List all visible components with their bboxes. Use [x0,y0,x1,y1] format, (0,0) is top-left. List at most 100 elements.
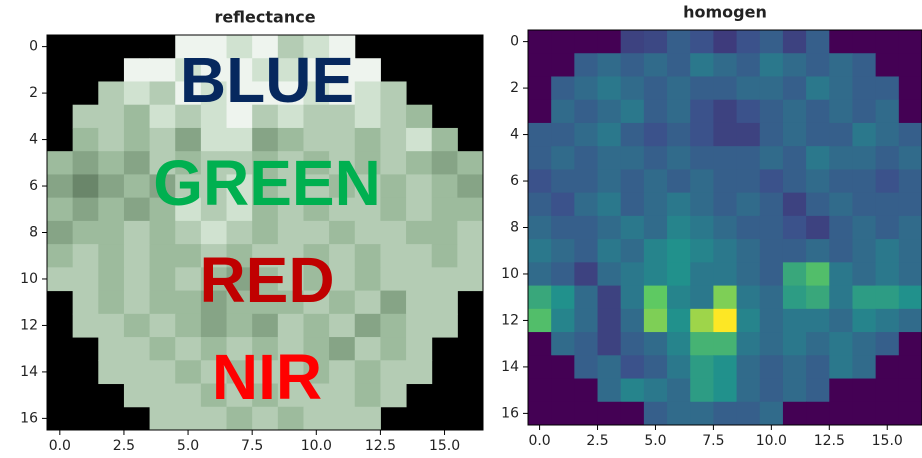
heatmap-cell [760,379,784,403]
pixel [406,244,432,268]
heatmap-cell [713,123,737,147]
heatmap-cell [667,355,691,379]
pixel [432,151,458,175]
pixel [73,174,99,198]
pixel [150,58,176,82]
heatmap-cell [737,193,761,217]
heatmap-cell [690,169,714,193]
pixel [355,81,381,105]
x-tick-label: 10.0 [301,438,332,454]
heatmap-cell [737,53,761,77]
heatmap-cell [667,30,691,54]
heatmap-cell [783,332,807,356]
heatmap-cell [528,169,552,193]
pixel [432,244,458,268]
heatmap-cell [528,262,552,286]
heatmap-cell [574,332,598,356]
heatmap-cell [876,193,900,217]
heatmap-cell [528,216,552,240]
heatmap-cell [644,402,668,426]
y-tick-label: 6 [29,178,38,194]
x-tick-label: 7.5 [241,438,263,454]
pixel [73,291,99,315]
heatmap-cell [574,262,598,286]
heatmap-cell [574,216,598,240]
pixel [355,360,381,384]
heatmap-cell [829,146,853,170]
pixel [457,244,483,268]
heatmap-cell [899,309,922,333]
heatmap-cell [690,76,714,100]
heatmap-cell [644,355,668,379]
heatmap-cell [760,169,784,193]
heatmap-cell [644,216,668,240]
y-tick-label: 2 [29,85,38,101]
pixel [150,407,176,431]
pixel [98,174,124,198]
heatmap-cell [876,286,900,310]
pixel [175,267,201,291]
heatmap-cell [760,100,784,124]
pixel [124,244,150,268]
heatmap-cell [551,169,575,193]
pixel [406,291,432,315]
heatmap-cell [644,100,668,124]
heatmap-cell [690,146,714,170]
heatmap-cell [852,286,876,310]
heatmap-cell [551,193,575,217]
pixel [47,244,73,268]
heatmap-cell [551,332,575,356]
heatmap-cell [899,216,922,240]
heatmap-cell [621,76,645,100]
heatmap-cell [876,146,900,170]
heatmap-cell [899,262,922,286]
pixel [124,267,150,291]
heatmap-cell [667,286,691,310]
pixel [124,337,150,361]
heatmap-cell [528,30,552,54]
heatmap-cell [551,309,575,333]
pixel [175,407,201,431]
heatmap-cell [598,169,622,193]
heatmap-cell [551,379,575,403]
heatmap-cell [899,30,922,54]
heatmap-cell [829,309,853,333]
pixel [355,221,381,245]
heatmap-cell [528,379,552,403]
heatmap-cell [690,30,714,54]
pixel [73,244,99,268]
pixel [47,221,73,245]
heatmap-cell [737,332,761,356]
heatmap-cell [644,239,668,263]
heatmap-cell [760,262,784,286]
heatmap-cell [783,379,807,403]
heatmap-cell [644,146,668,170]
pixel [47,267,73,291]
heatmap-cell [667,309,691,333]
annotation: GREEN [153,147,381,219]
chart-title: homogen [683,3,767,22]
pixel [355,407,381,431]
pixel [406,151,432,175]
heatmap-cell [737,355,761,379]
heatmap-cell [667,76,691,100]
y-tick-label: 14 [501,359,519,375]
heatmap-cell [852,239,876,263]
pixel [73,198,99,222]
heatmap-cell [713,216,737,240]
heatmap-cell [644,193,668,217]
heatmap-cell [783,286,807,310]
x-tick-label: 12.5 [365,438,396,454]
heatmap-cell [806,332,830,356]
heatmap-cell [528,286,552,310]
x-tick-label: 7.5 [702,433,724,449]
heatmap-cell [667,193,691,217]
pixel [380,360,406,384]
pixel [175,384,201,408]
pixel [73,151,99,175]
heatmap-cell [690,193,714,217]
pixel [150,244,176,268]
heatmap-cell [713,309,737,333]
heatmap-cell [829,286,853,310]
heatmap-cell [783,193,807,217]
